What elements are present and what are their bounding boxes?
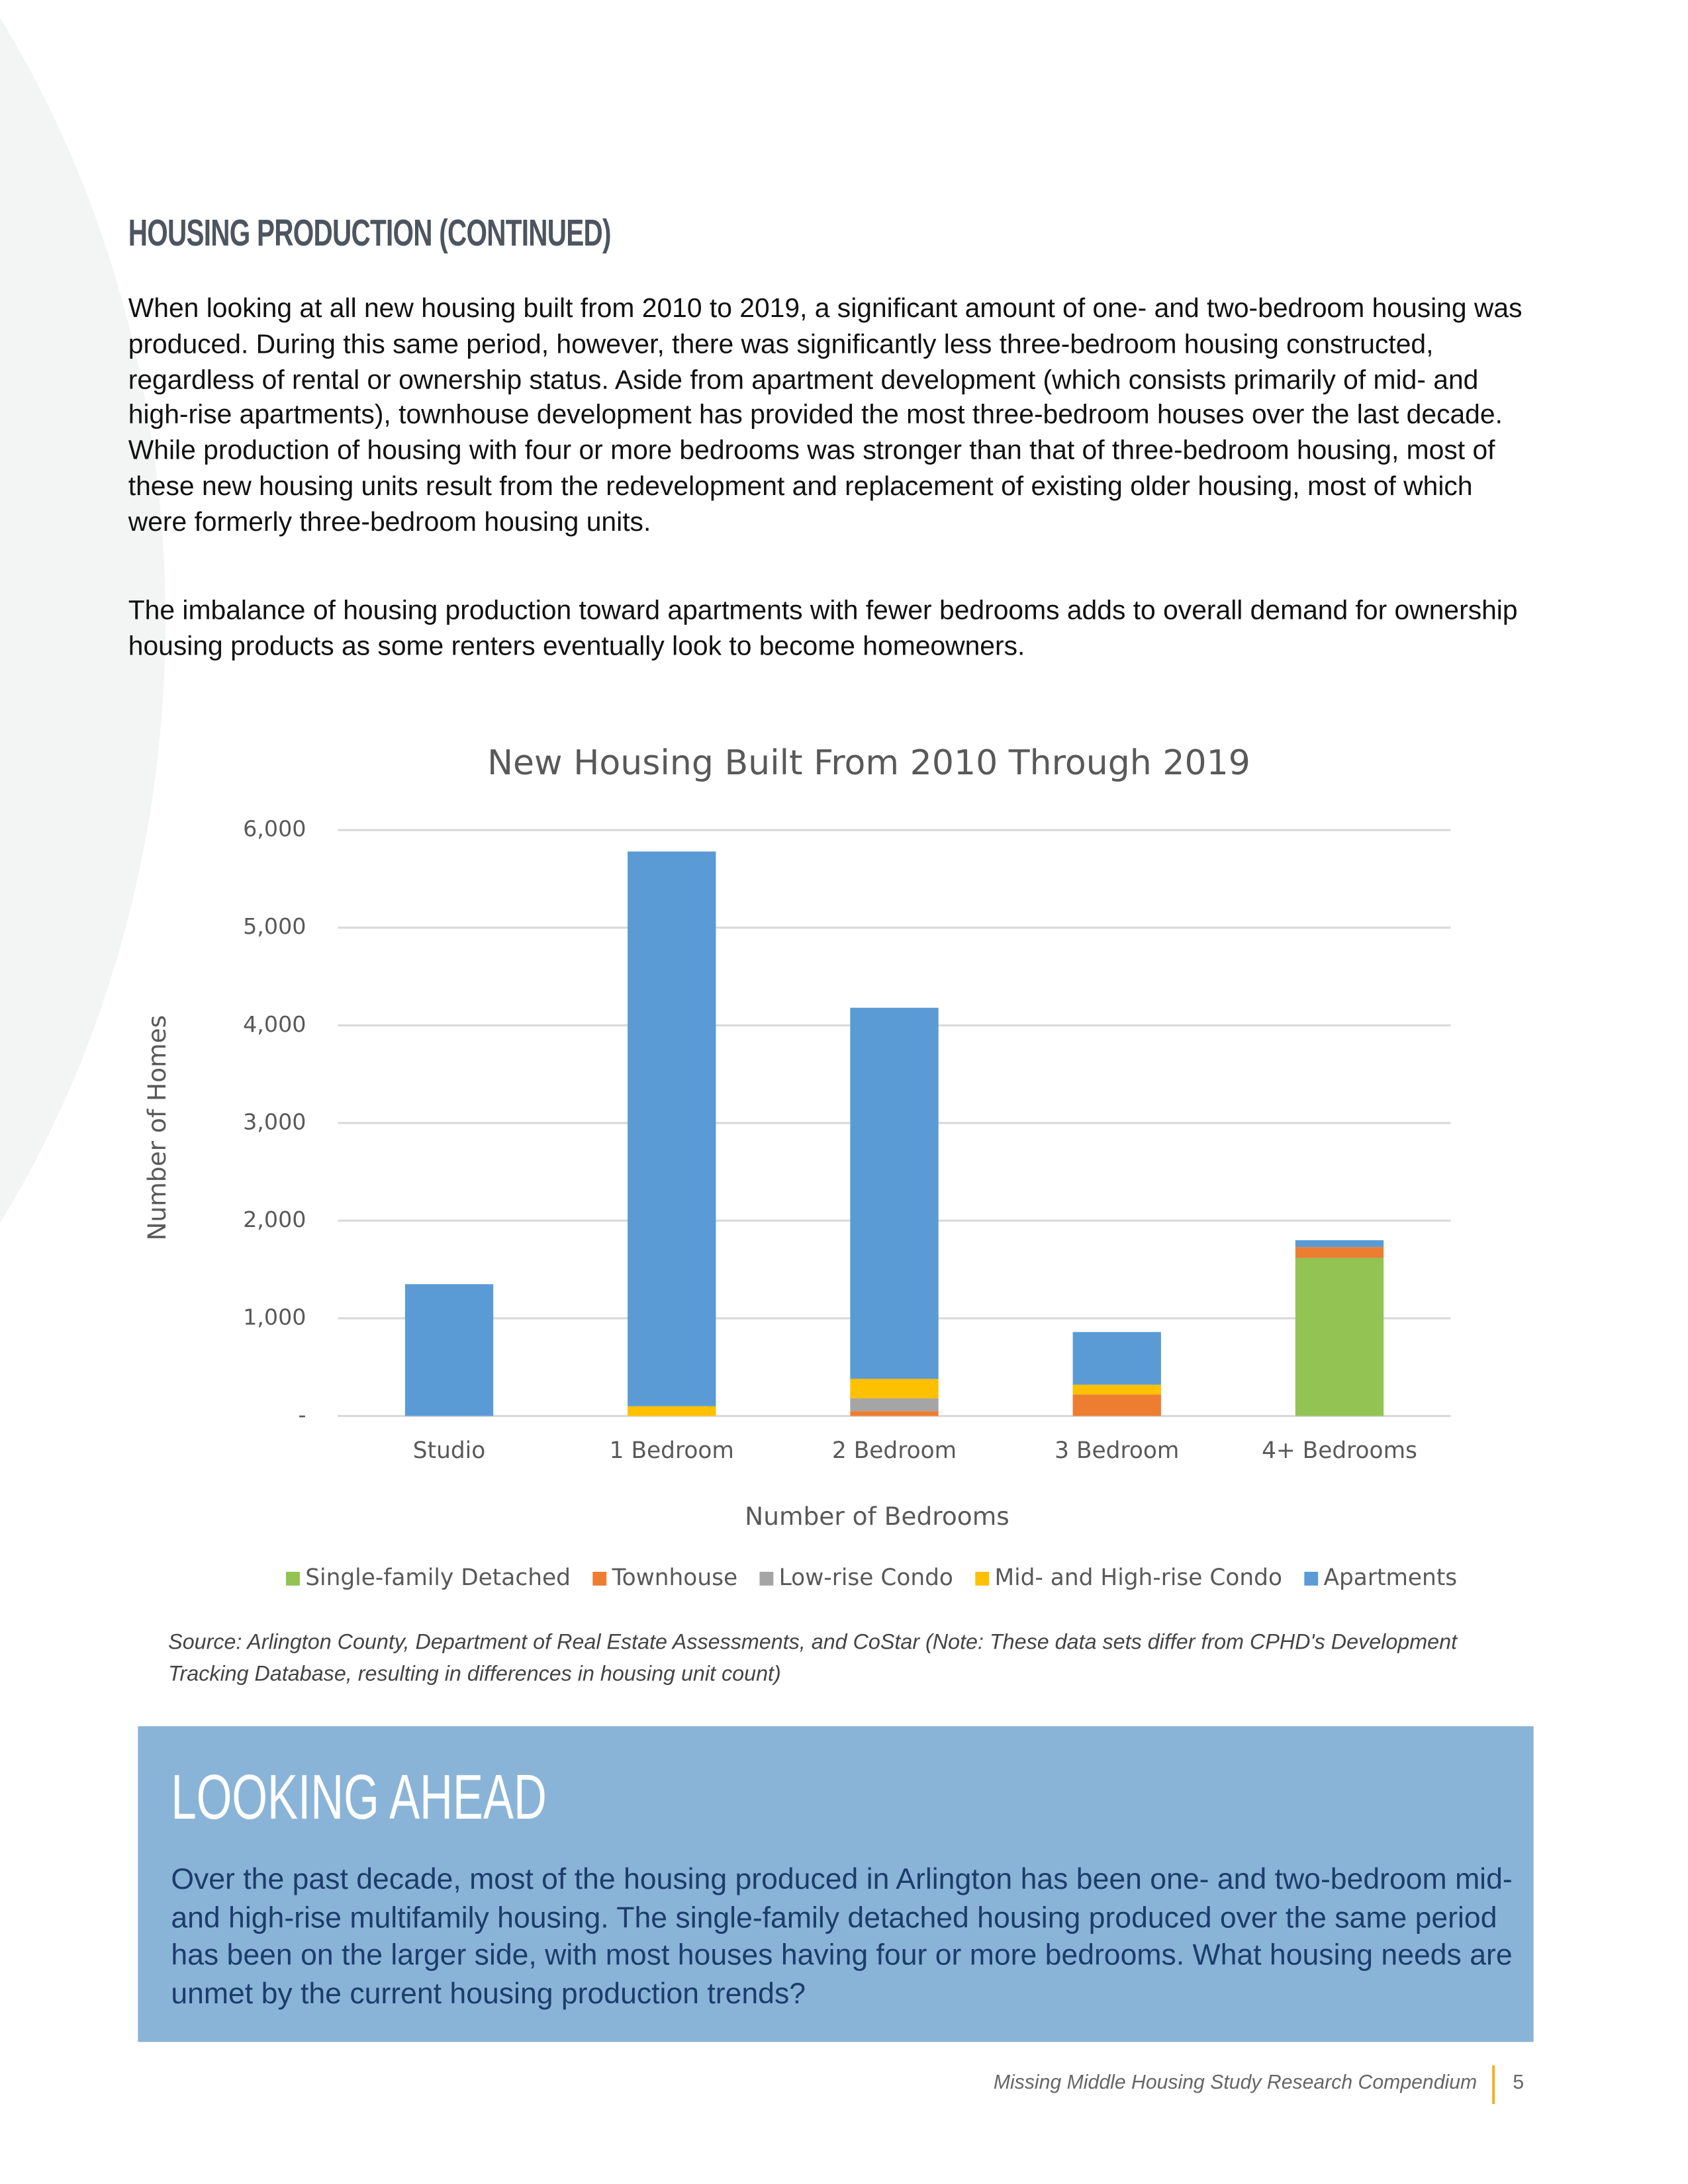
legend-swatch (286, 1571, 300, 1586)
bar-segment (628, 851, 716, 1406)
bar-segment (404, 1284, 494, 1416)
bar-segment (850, 1007, 939, 1379)
legend-label: Mid- and High-rise Condo (994, 1565, 1282, 1591)
y-tick-label: 1,000 (243, 1304, 306, 1330)
legend-swatch (975, 1571, 990, 1586)
chart-title: New Housing Built From 2010 Through 2019 (487, 743, 1250, 783)
chart: New Housing Built From 2010 Through 2019… (142, 743, 1457, 1591)
x-tick-label: Studio (413, 1437, 485, 1464)
bar-segment (850, 1379, 939, 1398)
y-tick-label: - (298, 1402, 306, 1428)
y-tick-label: 2,000 (243, 1206, 306, 1232)
bar-segment (1072, 1394, 1161, 1416)
section-heading: HOUSING PRODUCTION (CONTINUED) (128, 212, 612, 254)
callout-text: Over the past decade, most of the housin… (171, 1862, 1513, 2010)
paragraph: The imbalance of housing production towa… (128, 595, 1518, 662)
legend-swatch (759, 1571, 774, 1586)
y-tick-label: 5,000 (243, 913, 306, 939)
legend-label: Single-family Detached (305, 1565, 571, 1591)
y-tick-label: 3,000 (243, 1109, 306, 1134)
bar-segment (850, 1398, 939, 1412)
page-number: 5 (1513, 2072, 1524, 2095)
x-tick-label: 2 Bedroom (832, 1437, 957, 1464)
bar-segment (1295, 1257, 1384, 1416)
legend-swatch (592, 1571, 607, 1586)
bar-segment (850, 1411, 939, 1416)
footer-title: Missing Middle Housing Study Research Co… (993, 2072, 1477, 2095)
x-tick-label: 3 Bedroom (1055, 1437, 1179, 1464)
legend-swatch (1304, 1571, 1319, 1586)
paragraph: When looking at all new housing built fr… (128, 293, 1523, 538)
x-tick-label: 4+ Bedrooms (1262, 1437, 1417, 1464)
legend-label: Low-rise Condo (779, 1565, 953, 1591)
y-tick-label: 6,000 (243, 816, 306, 842)
bar-segment (1072, 1385, 1161, 1395)
callout-box (138, 1726, 1534, 2042)
footer-divider (1492, 2065, 1495, 2105)
legend-label: Townhouse (611, 1565, 737, 1591)
x-axis-title: Number of Bedrooms (745, 1502, 1009, 1531)
callout-title: LOOKING AHEAD (171, 1760, 547, 1833)
legend-label: Apartments (1323, 1565, 1457, 1591)
bar-segment (1295, 1247, 1384, 1258)
bar-segment (628, 1406, 716, 1416)
x-tick-label: 1 Bedroom (610, 1437, 734, 1464)
y-axis-title: Number of Homes (142, 1015, 171, 1241)
y-tick-label: 4,000 (243, 1011, 306, 1037)
bar-segment (1295, 1240, 1384, 1248)
bar-segment (1072, 1332, 1161, 1385)
source-note: Source: Arlington County, Department of … (168, 1631, 1458, 1686)
